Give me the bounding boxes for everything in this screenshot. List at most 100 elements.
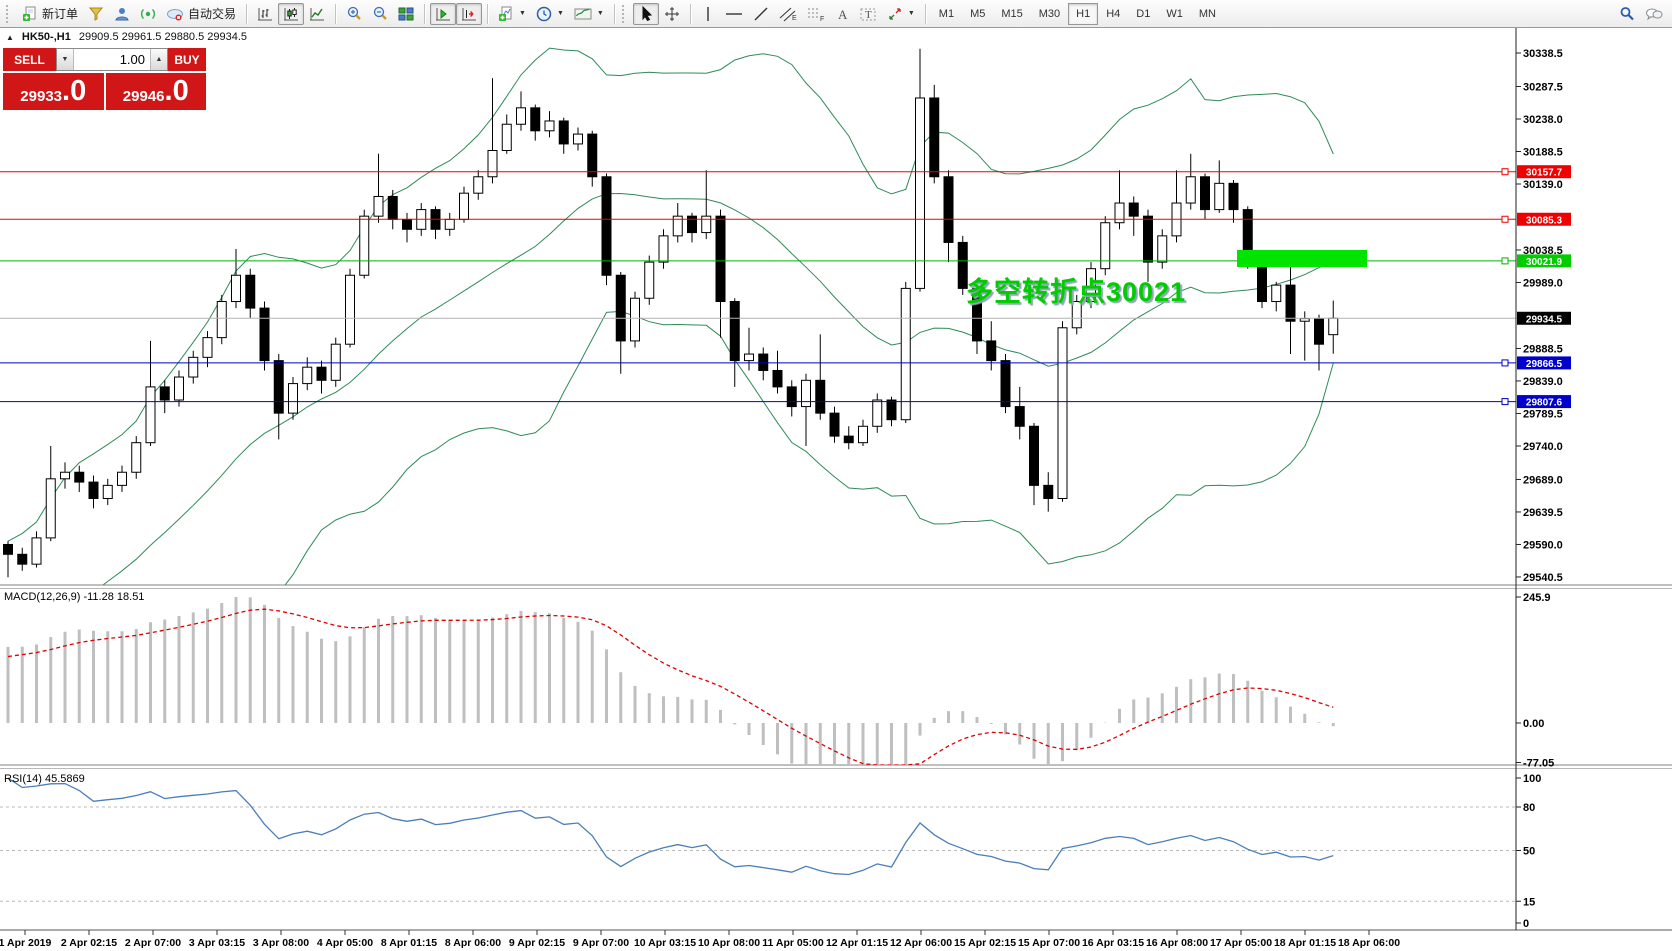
toolbar-grip[interactable] [6, 4, 12, 23]
candle [1114, 170, 1125, 230]
sell-button[interactable]: SELL [3, 48, 56, 71]
candle [801, 373, 811, 446]
price-tag[interactable] [1517, 254, 1571, 268]
candle [786, 380, 797, 417]
price-tag[interactable] [1517, 311, 1571, 325]
price-tag[interactable] [1517, 212, 1571, 226]
price-tag-label: 30157.7 [1526, 168, 1563, 179]
macd-label: MACD(12,26,9) -11.28 18.51 [4, 591, 144, 603]
chart-annotation-text[interactable]: 多空转折点30021 [966, 277, 1187, 307]
candle [102, 478, 113, 506]
y-axis-label: 29839.0 [1523, 376, 1563, 388]
candle [1171, 170, 1182, 243]
trendline-button[interactable] [748, 3, 774, 25]
templates-button[interactable]: ▼ [569, 3, 609, 25]
svg-text:F: F [820, 16, 824, 22]
timeframe-d1[interactable]: D1 [1136, 7, 1151, 20]
macd-axis-label: -77.05 [1523, 757, 1554, 769]
cursor-button[interactable] [632, 2, 659, 25]
chat-icon [1646, 8, 1663, 20]
volume-up-button[interactable]: ▲ [150, 49, 167, 70]
volume-stepper: ▼ ▲ [56, 48, 168, 71]
y-axis-label: 30338.5 [1523, 48, 1563, 60]
candlestick-button[interactable] [278, 2, 305, 25]
signals-button[interactable] [135, 3, 161, 25]
svg-text:E: E [792, 15, 797, 22]
periods-button[interactable]: ▼ [531, 3, 569, 25]
x-axis-label: 15 Apr 07:00 [1018, 937, 1080, 949]
text-a-icon: A [838, 7, 848, 22]
y-axis-label: 29888.5 [1523, 343, 1563, 355]
candle [815, 334, 826, 420]
indicators-button[interactable]: ▼ [493, 3, 531, 25]
timeframe-m5[interactable]: M5 [970, 7, 986, 20]
candle [459, 186, 469, 223]
trendline-icon [754, 7, 768, 20]
volume-down-button[interactable]: ▼ [57, 49, 74, 70]
sell-price-main: 29933 [20, 88, 63, 105]
buy-button[interactable]: BUY [168, 48, 206, 71]
x-axis-label: 10 Apr 03:15 [634, 937, 696, 949]
candle [145, 340, 156, 446]
new-order-button[interactable]: 新订单 [17, 3, 83, 25]
rectangle-object[interactable] [1237, 250, 1367, 267]
sell-price[interactable]: 29933 .0 [3, 73, 104, 110]
text-button[interactable]: A [830, 3, 854, 25]
chart-shift-icon [462, 7, 477, 20]
buy-price[interactable]: 29946 .0 [105, 73, 206, 110]
funnel-button[interactable] [83, 3, 109, 25]
fibonacci-button[interactable]: F [802, 3, 830, 25]
x-axis-label: 9 Apr 07:00 [573, 937, 629, 949]
zoom-in-button[interactable] [341, 3, 367, 25]
line-chart-button[interactable] [304, 3, 330, 25]
timeframe-mn[interactable]: MN [1198, 7, 1216, 20]
chat-button[interactable] [1640, 3, 1668, 25]
community-button[interactable] [109, 3, 135, 25]
timeframe-m15[interactable]: M15 [1001, 7, 1023, 20]
y-axis-label: 29540.5 [1523, 572, 1563, 584]
search-button[interactable] [1614, 3, 1640, 25]
toolbar-grip[interactable] [621, 4, 628, 23]
rsi-axis-label: 50 [1523, 846, 1535, 858]
x-axis-label: 8 Apr 06:00 [445, 937, 501, 949]
x-axis-label: 1 Apr 2019 [0, 937, 52, 949]
line-handle[interactable] [1501, 359, 1509, 367]
svg-text:T: T [865, 9, 872, 21]
volume-input[interactable] [74, 49, 150, 70]
text-label-button[interactable]: T [854, 3, 882, 25]
vertical-line-button[interactable] [696, 3, 720, 25]
timeframe-h1[interactable]: H1 [1068, 2, 1099, 25]
price-tag[interactable] [1517, 395, 1571, 409]
timeframe-h4[interactable]: H4 [1106, 7, 1121, 20]
zoom-out-button[interactable] [367, 3, 393, 25]
line-handle[interactable] [1501, 215, 1509, 223]
candle [915, 48, 925, 292]
tile-windows-button[interactable] [393, 3, 419, 25]
new-order-label: 新订单 [42, 7, 79, 21]
candle [387, 189, 398, 230]
horizontal-line-button[interactable] [720, 3, 748, 25]
collapse-panel-icon[interactable]: ▲ [6, 32, 14, 42]
line-handle[interactable] [1501, 168, 1509, 176]
candle [644, 255, 655, 305]
price-chart: 30338.5 30287.5 30238.0 30188.5 30139.0 30038… [0, 28, 1672, 949]
autotrading-button[interactable]: 自动交易 [161, 3, 241, 25]
chart-shift-button[interactable] [456, 2, 483, 25]
auto-scroll-button[interactable] [430, 2, 457, 25]
equidistant-channel-button[interactable]: E [774, 3, 802, 25]
price-tag[interactable] [1517, 356, 1571, 370]
price-tag[interactable] [1517, 165, 1571, 179]
candle [758, 347, 769, 381]
candle [359, 209, 370, 279]
timeframe-w1[interactable]: W1 [1166, 7, 1183, 20]
candle [687, 212, 697, 243]
crosshair-button[interactable] [659, 3, 685, 25]
line-handle[interactable] [1501, 257, 1509, 265]
timeframe-m1[interactable]: M1 [938, 7, 955, 20]
bar-chart-button[interactable] [252, 3, 278, 25]
candle [943, 170, 954, 263]
line-handle[interactable] [1501, 398, 1509, 406]
timeframe-m30[interactable]: M30 [1038, 7, 1061, 20]
arrows-button[interactable]: ▼ [882, 3, 920, 25]
y-axis-label: 29689.0 [1523, 474, 1563, 486]
